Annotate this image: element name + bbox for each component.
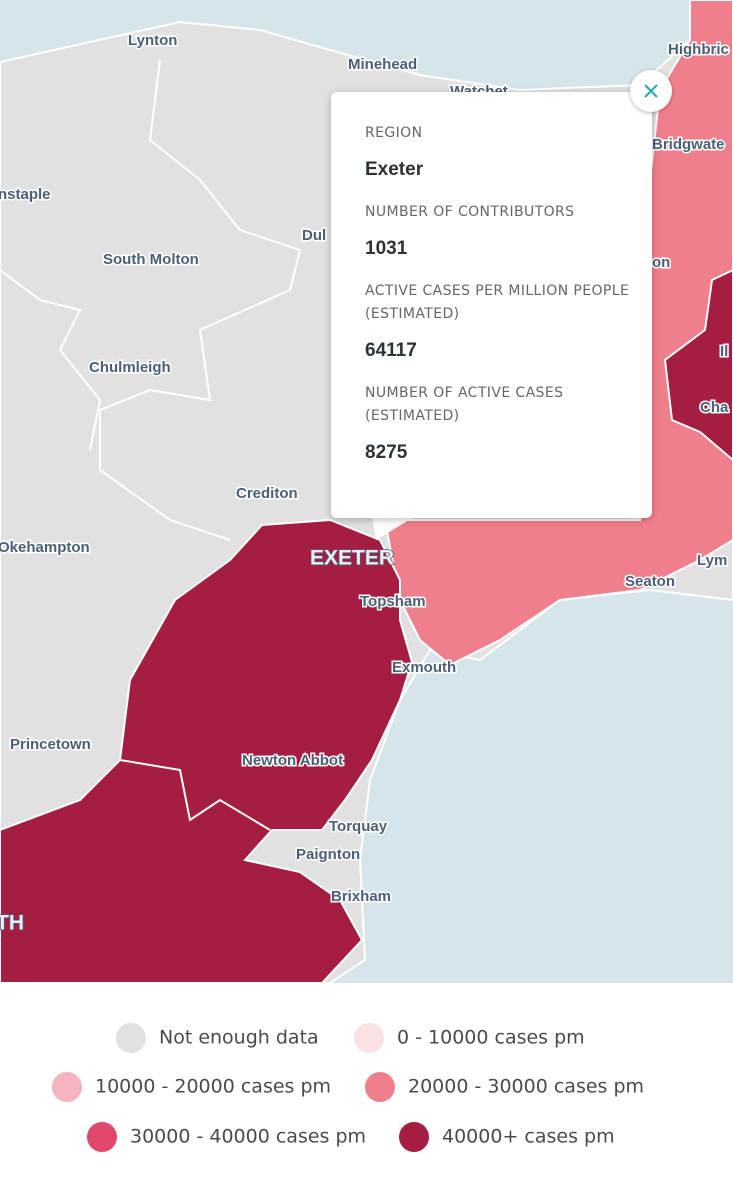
place-label: Lym [697, 552, 727, 569]
close-button[interactable] [630, 70, 672, 112]
field-label: REGION [365, 125, 423, 141]
place-label: Okehampton [0, 539, 90, 556]
place-label: Seaton [625, 573, 675, 590]
place-label: on [652, 254, 670, 271]
legend-label: 20000 - 30000 cases pm [408, 1076, 644, 1098]
field-label: NUMBER OF CONTRIBUTORS [365, 204, 575, 220]
popup-pointer [372, 517, 414, 540]
place-label: Bridgwate [652, 136, 725, 153]
legend-swatch [87, 1122, 117, 1152]
legend: Not enough data 0 - 10000 cases pm 10000 -… [52, 1023, 644, 1152]
legend-swatch [52, 1072, 82, 1102]
place-label: nstaple [0, 186, 51, 203]
legend-label: 10000 - 20000 cases pm [95, 1076, 331, 1098]
place-label: Topsham [360, 593, 426, 610]
place-label: South Molton [103, 251, 199, 268]
place-label: Newton Abbot [242, 752, 343, 769]
place-label: Paignton [296, 846, 360, 863]
region-40000-plus [663, 268, 733, 462]
place-label: Highbric [668, 41, 729, 58]
info-popup: REGION Exeter NUMBER OF CONTRIBUTORS 1031 AC… [331, 92, 652, 518]
legend-swatch [365, 1072, 395, 1102]
legend-swatch [116, 1023, 146, 1053]
place-label: Lynton [128, 32, 177, 49]
place-label: Torquay [329, 818, 388, 835]
place-label: Minehead [348, 56, 417, 73]
legend-swatch [399, 1122, 429, 1152]
field-value: 64117 [365, 340, 417, 361]
field-label: ACTIVE CASES PER MILLION PEOPLE (ESTIMAT… [365, 283, 630, 322]
place-label: Chulmleigh [89, 359, 171, 376]
place-label: Exmouth [392, 659, 456, 676]
legend-label: 30000 - 40000 cases pm [130, 1126, 366, 1148]
place-label: Brixham [331, 888, 391, 905]
place-label: Dul [302, 227, 326, 244]
field-value: Exeter [365, 159, 424, 180]
place-label: TH [0, 912, 24, 935]
legend-label: Not enough data [159, 1027, 319, 1049]
place-label: Il [720, 343, 728, 360]
legend-label: 0 - 10000 cases pm [397, 1027, 585, 1049]
legend-swatch [354, 1023, 384, 1053]
field-value: 1031 [365, 238, 408, 259]
field-label: NUMBER OF ACTIVE CASES (ESTIMATED) [365, 385, 564, 424]
region-40000-plus [0, 518, 414, 983]
place-label: EXETER [310, 547, 394, 570]
place-label: Cha [700, 399, 729, 416]
legend-label: 40000+ cases pm [442, 1126, 615, 1148]
place-label: Princetown [10, 736, 91, 753]
place-label: Crediton [236, 485, 298, 502]
boundary [0, 269, 102, 451]
close-icon[interactable] [630, 70, 672, 112]
boundary [119, 759, 271, 831]
field-value: 8275 [365, 442, 408, 463]
boundary [99, 59, 302, 541]
